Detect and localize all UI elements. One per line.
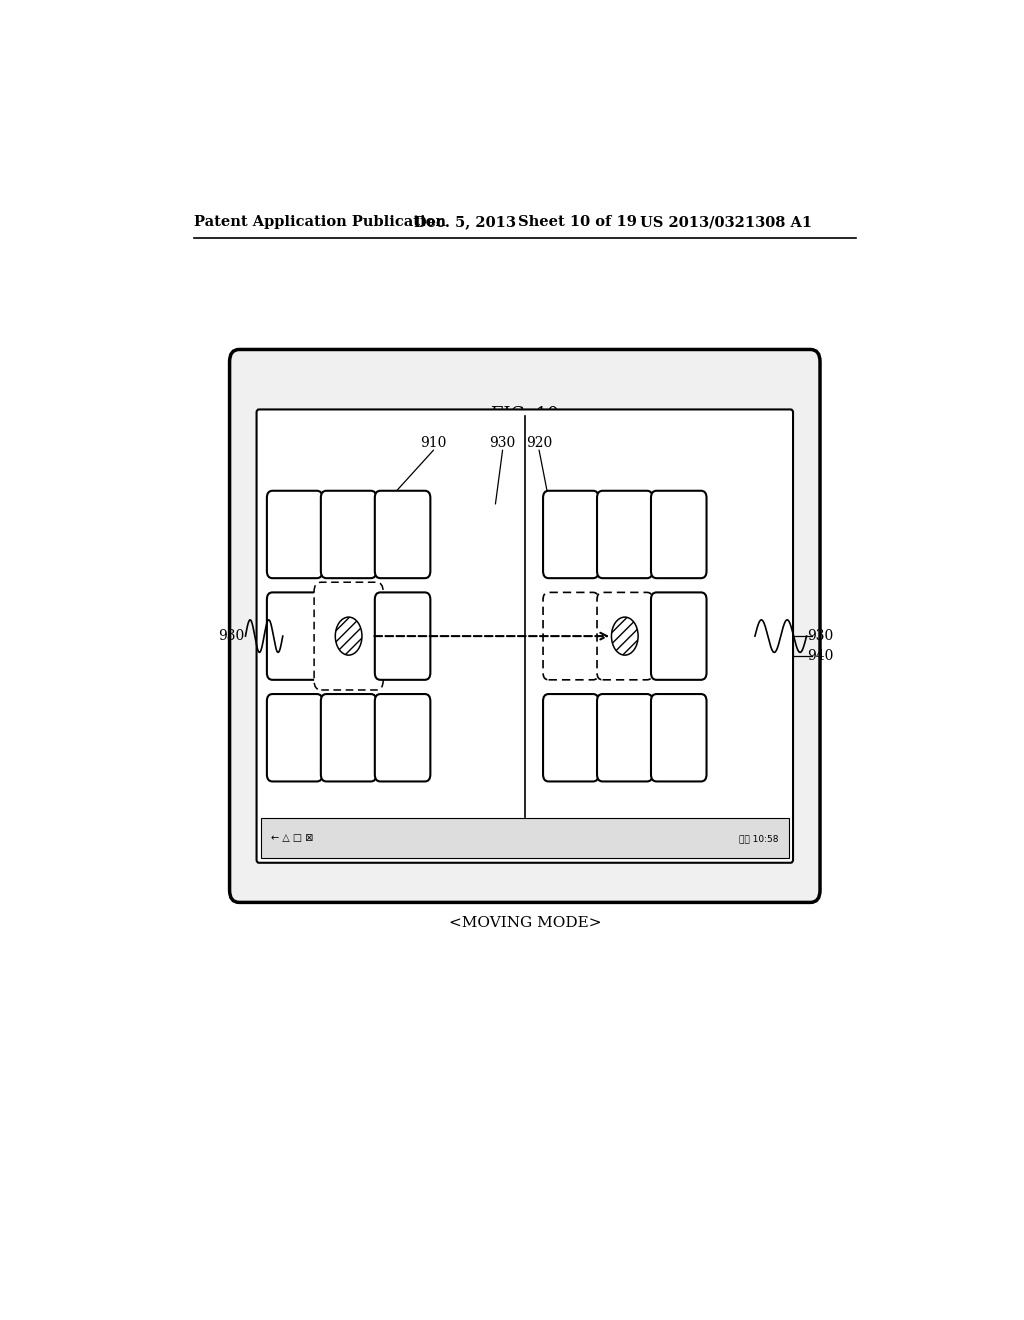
FancyBboxPatch shape	[267, 694, 323, 781]
Text: 920: 920	[526, 436, 552, 450]
FancyBboxPatch shape	[543, 694, 599, 781]
FancyBboxPatch shape	[321, 694, 377, 781]
Text: Dec. 5, 2013: Dec. 5, 2013	[414, 215, 516, 230]
FancyBboxPatch shape	[257, 409, 793, 863]
FancyBboxPatch shape	[651, 694, 707, 781]
FancyBboxPatch shape	[543, 593, 599, 680]
Text: ← △ □ ⊠: ← △ □ ⊠	[270, 833, 313, 843]
Text: 940: 940	[807, 649, 834, 664]
Text: 930: 930	[807, 630, 834, 643]
Text: US 2013/0321308 A1: US 2013/0321308 A1	[640, 215, 812, 230]
Text: 930: 930	[489, 436, 516, 450]
FancyBboxPatch shape	[651, 491, 707, 578]
FancyBboxPatch shape	[375, 694, 430, 781]
FancyBboxPatch shape	[321, 491, 377, 578]
Text: Patent Application Publication: Patent Application Publication	[194, 215, 445, 230]
Ellipse shape	[611, 616, 638, 655]
Text: <MOVING MODE>: <MOVING MODE>	[449, 916, 601, 929]
FancyBboxPatch shape	[597, 694, 652, 781]
Text: 오전 10:58: 오전 10:58	[739, 834, 779, 843]
FancyBboxPatch shape	[267, 593, 323, 680]
FancyBboxPatch shape	[267, 491, 323, 578]
FancyBboxPatch shape	[375, 491, 430, 578]
Text: 930: 930	[218, 630, 245, 643]
Bar	[260, 818, 790, 858]
FancyBboxPatch shape	[321, 593, 377, 680]
FancyBboxPatch shape	[229, 350, 820, 903]
Ellipse shape	[335, 616, 361, 655]
FancyBboxPatch shape	[543, 491, 599, 578]
FancyBboxPatch shape	[597, 491, 652, 578]
FancyBboxPatch shape	[375, 593, 430, 680]
FancyBboxPatch shape	[314, 582, 383, 690]
Text: 910: 910	[420, 436, 446, 450]
Text: FIG. 10: FIG. 10	[490, 405, 559, 424]
FancyBboxPatch shape	[651, 593, 707, 680]
Text: Sheet 10 of 19: Sheet 10 of 19	[518, 215, 637, 230]
FancyBboxPatch shape	[597, 593, 652, 680]
